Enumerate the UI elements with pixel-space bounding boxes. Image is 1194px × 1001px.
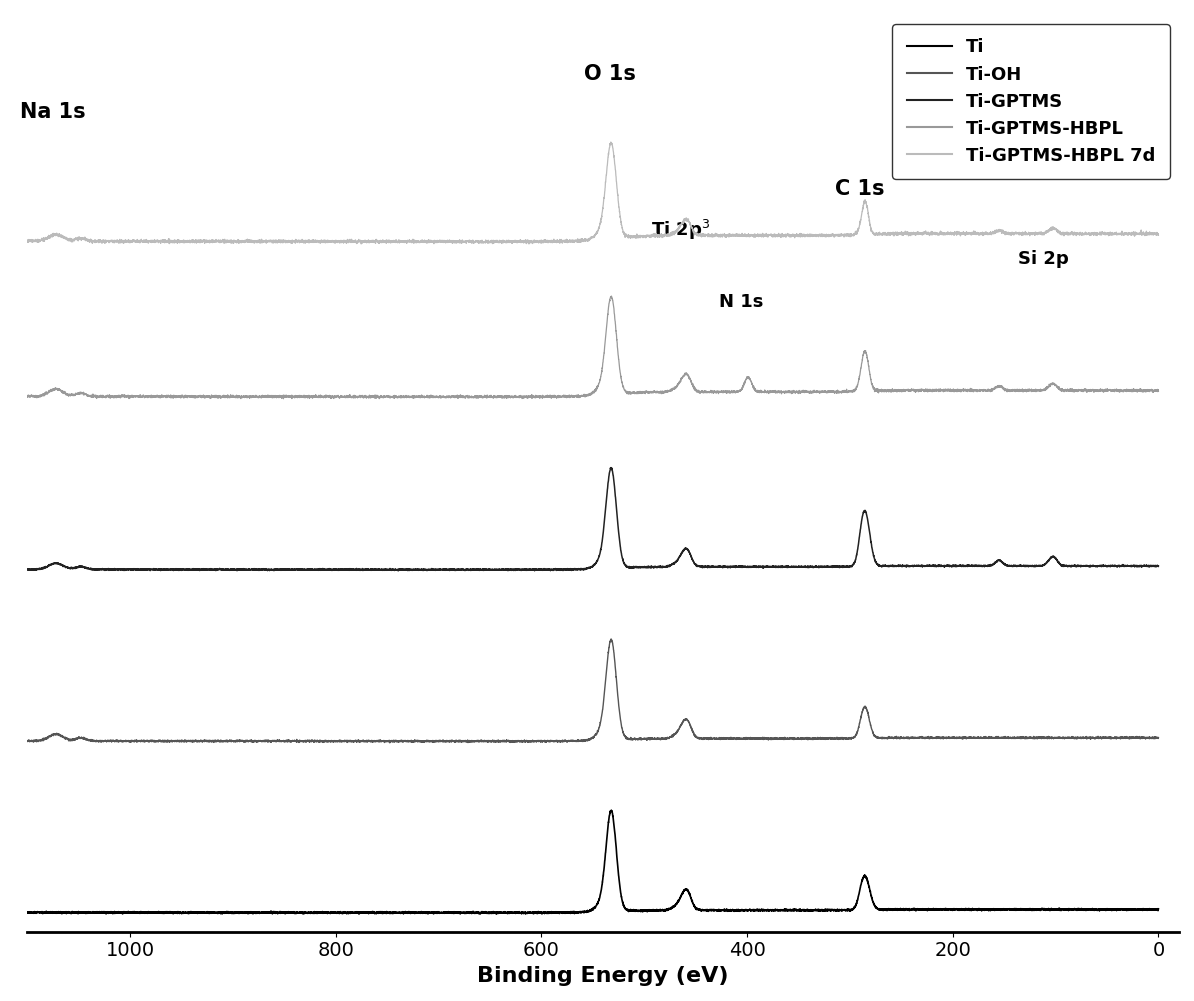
Text: C 1s: C 1s [836,179,885,199]
Text: Ti 2p$^3$: Ti 2p$^3$ [651,218,710,242]
Legend: Ti, Ti-OH, Ti-GPTMS, Ti-GPTMS-HBPL, Ti-GPTMS-HBPL 7d: Ti, Ti-OH, Ti-GPTMS, Ti-GPTMS-HBPL, Ti-G… [892,24,1170,179]
X-axis label: Binding Energy (eV): Binding Energy (eV) [478,966,728,986]
Text: O 1s: O 1s [584,63,636,83]
Text: Na 1s: Na 1s [20,102,86,122]
Text: N 1s: N 1s [719,292,763,310]
Text: Si 2p: Si 2p [1017,249,1069,267]
